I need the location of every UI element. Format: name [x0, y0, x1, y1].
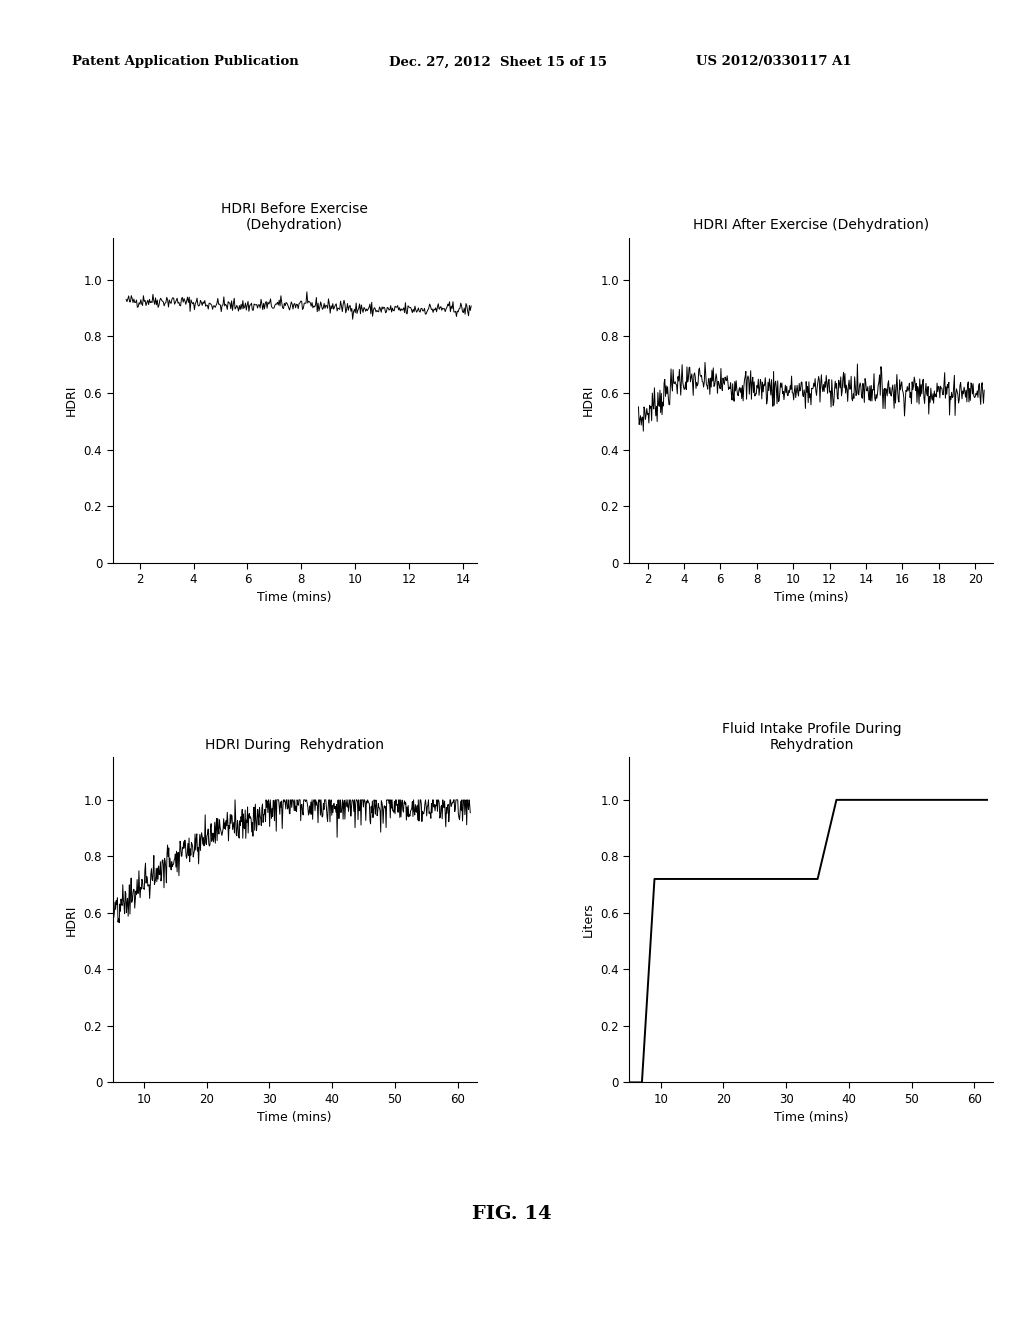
Text: Dec. 27, 2012  Sheet 15 of 15: Dec. 27, 2012 Sheet 15 of 15 — [389, 55, 607, 69]
Title: Fluid Intake Profile During
Rehydration: Fluid Intake Profile During Rehydration — [722, 722, 901, 752]
X-axis label: Time (mins): Time (mins) — [257, 591, 332, 605]
Y-axis label: HDRI: HDRI — [66, 904, 78, 936]
Title: HDRI During  Rehydration: HDRI During Rehydration — [205, 738, 384, 752]
Title: HDRI After Exercise (Dehydration): HDRI After Exercise (Dehydration) — [693, 218, 930, 232]
X-axis label: Time (mins): Time (mins) — [257, 1111, 332, 1125]
Y-axis label: Liters: Liters — [582, 903, 595, 937]
Text: FIG. 14: FIG. 14 — [472, 1205, 552, 1224]
Title: HDRI Before Exercise
(Dehydration): HDRI Before Exercise (Dehydration) — [221, 202, 368, 232]
Text: Patent Application Publication: Patent Application Publication — [72, 55, 298, 69]
X-axis label: Time (mins): Time (mins) — [774, 591, 849, 605]
Text: US 2012/0330117 A1: US 2012/0330117 A1 — [696, 55, 852, 69]
X-axis label: Time (mins): Time (mins) — [774, 1111, 849, 1125]
Y-axis label: HDRI: HDRI — [582, 384, 595, 416]
Y-axis label: HDRI: HDRI — [66, 384, 78, 416]
